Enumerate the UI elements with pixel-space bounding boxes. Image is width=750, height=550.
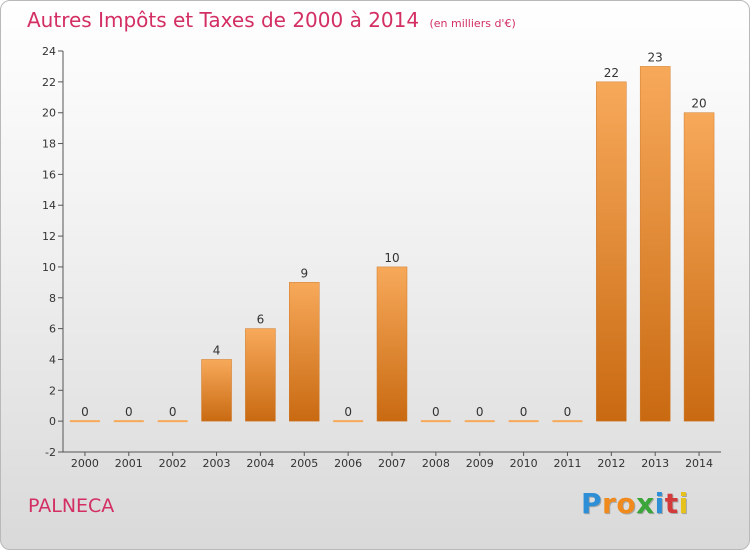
x-tick-label: 2006 <box>334 457 362 470</box>
data-label: 0 <box>81 405 89 419</box>
bar <box>113 420 144 423</box>
bar <box>333 420 364 423</box>
bar <box>69 420 100 423</box>
y-tick-label: 24 <box>42 45 56 58</box>
y-tick-label: 14 <box>42 199 56 212</box>
chart-title-text: Autres Impôts et Taxes de 2000 à 2014 <box>27 8 420 32</box>
data-label: 0 <box>564 405 572 419</box>
data-label: 0 <box>432 405 440 419</box>
logo-letter: i <box>654 487 665 520</box>
data-label: 4 <box>213 343 221 357</box>
bar <box>157 420 188 423</box>
y-tick-label: 18 <box>42 138 56 151</box>
data-label: 9 <box>300 266 308 280</box>
bar <box>683 112 715 422</box>
x-tick-label: 2012 <box>597 457 625 470</box>
x-tick-label: 2011 <box>553 457 581 470</box>
x-tick-label: 2003 <box>203 457 231 470</box>
chart-subtitle: (en milliers d'€) <box>429 17 516 30</box>
y-tick-label: 6 <box>49 323 56 336</box>
bar <box>464 420 495 423</box>
bar <box>552 420 583 423</box>
x-tick-label: 2005 <box>290 457 318 470</box>
x-tick-label: 2002 <box>159 457 187 470</box>
bar <box>289 282 320 422</box>
data-label: 0 <box>476 405 484 419</box>
y-tick-label: 20 <box>42 107 56 120</box>
y-tick-label: -2 <box>45 446 56 459</box>
x-tick-label: 2010 <box>510 457 538 470</box>
x-tick-label: 2009 <box>466 457 494 470</box>
logo-letter: i <box>678 487 689 520</box>
logo-letter: t <box>664 487 679 520</box>
y-tick-label: 4 <box>49 353 56 366</box>
data-label: 22 <box>604 66 619 80</box>
x-tick-label: 2013 <box>641 457 669 470</box>
data-label: 23 <box>648 50 663 64</box>
x-tick-label: 2007 <box>378 457 406 470</box>
logo-letter: P <box>581 487 603 520</box>
bar <box>508 420 539 423</box>
bar <box>376 266 408 422</box>
x-tick-label: 2014 <box>685 457 713 470</box>
commune-name: PALNECA <box>28 495 115 517</box>
x-tick-label: 2001 <box>115 457 143 470</box>
data-label: 0 <box>344 405 352 419</box>
bar <box>201 359 232 422</box>
data-label: 0 <box>125 405 133 419</box>
y-tick-label: 0 <box>49 415 56 428</box>
x-tick-label: 2008 <box>422 457 450 470</box>
y-tick-label: 16 <box>42 168 56 181</box>
data-label: 20 <box>691 97 706 111</box>
y-tick-label: 10 <box>42 261 56 274</box>
y-tick-label: 2 <box>49 384 56 397</box>
x-tick-label: 2004 <box>246 457 274 470</box>
bar <box>245 328 276 422</box>
bar <box>639 66 671 422</box>
bar <box>596 81 627 422</box>
x-tick-label: 2000 <box>71 457 99 470</box>
data-label: 0 <box>520 405 528 419</box>
chart-title: Autres Impôts et Taxes de 2000 à 2014 (e… <box>27 8 516 32</box>
logo-letter: x <box>636 487 655 520</box>
data-label: 0 <box>169 405 177 419</box>
y-tick-label: 22 <box>42 76 56 89</box>
data-label: 6 <box>257 313 265 327</box>
logo-letter: o <box>616 487 637 520</box>
data-label: 10 <box>384 251 399 265</box>
bar <box>420 420 451 423</box>
y-tick-label: 8 <box>49 292 56 305</box>
y-tick-label: 12 <box>42 230 56 243</box>
proxiti-logo: Proxiti <box>581 487 689 520</box>
logo-letter: r <box>602 487 617 520</box>
